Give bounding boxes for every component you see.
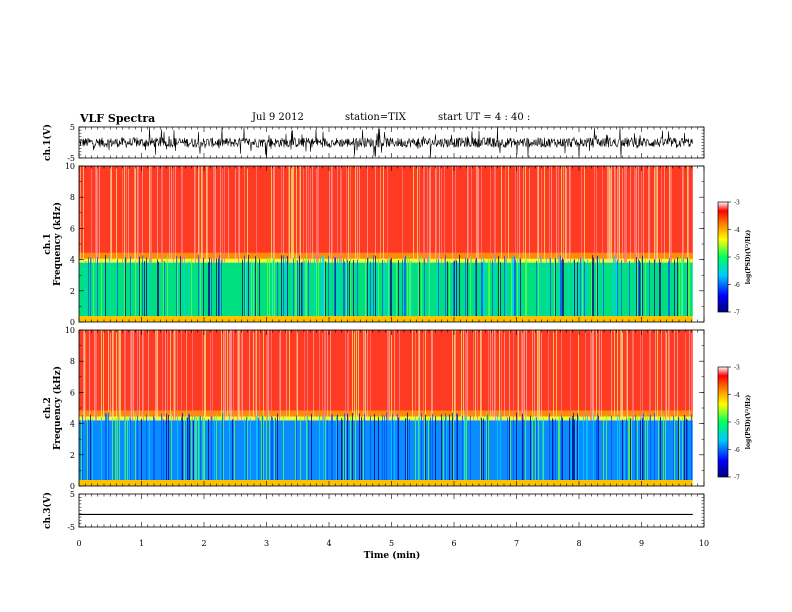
- x-axis-label: Time (min): [364, 550, 421, 561]
- y-tick-label: 5: [70, 490, 75, 499]
- ch1-waveform-line: [78, 127, 693, 158]
- y-axis-label: ch.1: [43, 233, 53, 254]
- y-tick-label: 0: [70, 482, 75, 491]
- header-date: Jul 9 2012: [252, 112, 304, 123]
- y-tick-label: 2: [70, 451, 75, 460]
- y-tick-label: 6: [70, 224, 75, 233]
- colorbar-label: log(PSD)(V²/Hz): [745, 230, 752, 285]
- ch1-spectrogram-image: [79, 166, 693, 322]
- ch1-waveform-trace: [78, 127, 693, 158]
- y-tick-label: 4: [70, 420, 75, 429]
- header-station: station=TIX: [345, 112, 406, 123]
- colorbar-tick-label: -7: [734, 475, 740, 482]
- y-tick-label: 4: [70, 256, 75, 265]
- ch2-spectrogram-image: [79, 330, 693, 486]
- x-tick-label: 10: [699, 539, 709, 548]
- y-tick-label: 2: [70, 287, 75, 296]
- x-tick-label: 6: [451, 539, 456, 548]
- colorbar-tick-label: -4: [734, 227, 740, 234]
- colorbar-tick-label: -6: [734, 447, 740, 454]
- axis-ticks: [78, 126, 705, 528]
- y-axis-label: Frequency (kHz): [52, 202, 63, 286]
- y-axis-label: ch.2: [43, 397, 53, 418]
- x-tick-label: 9: [639, 539, 644, 548]
- colorbar-tick-label: -5: [734, 420, 740, 427]
- colorbar-tick-label: -3: [734, 200, 740, 207]
- y-axis-label: ch.1(V): [42, 124, 53, 161]
- y-axis-label: ch.3(V): [42, 492, 53, 529]
- y-tick-label: -5: [67, 154, 75, 163]
- colorbar-labels: -3 -4 -5 -6 -7 log(PSD)(V²/Hz) -3 -4 -5 -6 -7 log(P…: [728, 200, 752, 482]
- ch2-colorbar: [717, 366, 729, 478]
- x-tick-label: 3: [264, 539, 269, 548]
- x-tick-label: 4: [326, 539, 331, 548]
- header-start-time: start UT = 4 : 40 :: [438, 112, 531, 123]
- x-tick-label: 1: [139, 539, 144, 548]
- x-tick-label: 7: [514, 539, 519, 548]
- y-tick-label: -5: [67, 523, 75, 532]
- y-tick-label: 6: [70, 388, 75, 397]
- colorbar-tick-label: -4: [734, 392, 740, 399]
- x-tick-label: 8: [576, 539, 581, 548]
- y-tick-label: 8: [70, 193, 75, 202]
- x-tick-label: 5: [389, 539, 394, 548]
- colorbar-tick-label: -7: [734, 310, 740, 317]
- ch1-colorbar: [717, 201, 729, 313]
- x-tick-label: 0: [76, 539, 81, 548]
- y-tick-label: 10: [65, 162, 75, 171]
- colorbar-tick-label: -3: [734, 365, 740, 372]
- y-tick-label: 8: [70, 357, 75, 366]
- y-axis-label: Frequency (kHz): [52, 366, 63, 450]
- figure-title: VLF Spectra: [80, 112, 156, 125]
- y-tick-label: 10: [65, 326, 75, 335]
- colorbar-tick-label: -6: [734, 282, 740, 289]
- colorbar-label: log(PSD)(V²/Hz): [745, 395, 752, 450]
- x-tick-label: 2: [201, 539, 206, 548]
- y-tick-label: 5: [70, 123, 75, 132]
- colorbar-tick-label: -5: [734, 255, 740, 262]
- y-tick-label: 0: [70, 318, 75, 327]
